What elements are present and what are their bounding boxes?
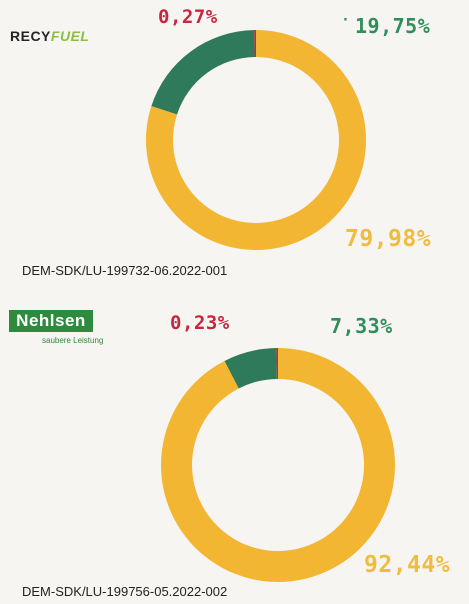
certificate-caption: DEM-SDK/LU-199732-06.2022-001 [22, 263, 228, 278]
donut-chart-recyfuel [146, 30, 366, 250]
marker-dot: · [343, 13, 348, 28]
nehlsen-logo-tagline: saubere Leistung [42, 336, 104, 345]
donut-slice-0 [276, 348, 278, 380]
slice-label-green: 19,75% [355, 14, 431, 38]
donut-slice-1 [151, 30, 255, 115]
slice-label-yellow: 79,98% [345, 226, 432, 252]
certificate-caption: DEM-SDK/LU-199756-05.2022-002 [22, 584, 228, 599]
donut-slice-0 [254, 30, 256, 58]
slice-label-red: 0,27% [158, 6, 218, 28]
donut-slice-1 [224, 348, 277, 389]
recyfuel-logo: RECYFUEL [10, 28, 90, 44]
slice-label-red: 0,23% [170, 312, 230, 334]
chart-panel-nehlsen: Nehlsen saubere Leistung 0,23% 7,33% 92,… [0, 300, 469, 604]
donut-slice-2 [161, 348, 396, 582]
slice-label-green: 7,33% [330, 314, 393, 338]
donut-chart-nehlsen [161, 348, 396, 582]
slice-label-yellow: 92,44% [364, 552, 451, 578]
nehlsen-logo: Nehlsen [9, 310, 93, 332]
chart-panel-recyfuel: RECYFUEL 0,27% · 19,75% 79,98% DEM-SDK/L… [0, 0, 469, 300]
